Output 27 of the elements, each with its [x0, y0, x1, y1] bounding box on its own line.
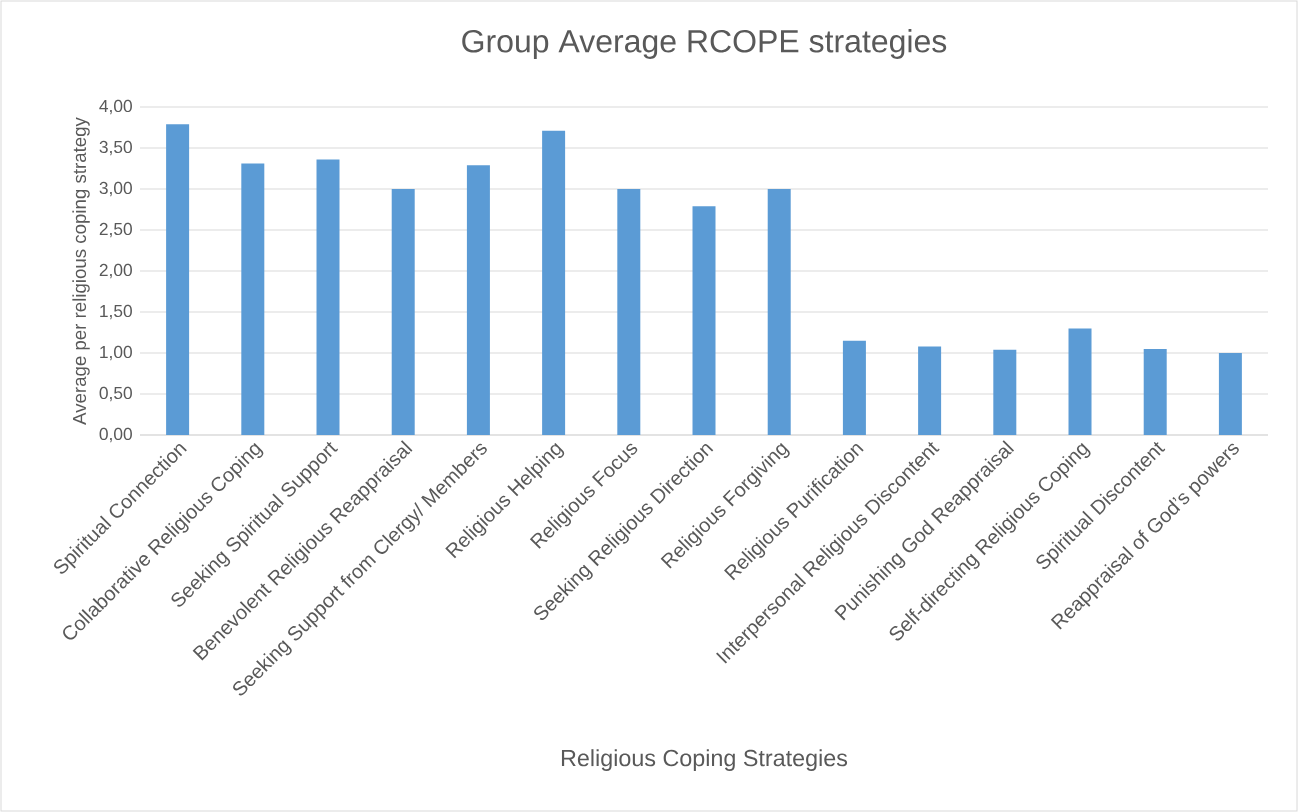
bar: [767, 189, 791, 435]
y-tick-label: 0,50: [99, 386, 132, 402]
bar: [692, 206, 716, 435]
y-tick-label: 3,00: [99, 181, 132, 197]
bar: [542, 130, 566, 435]
bar: [466, 165, 490, 435]
y-tick-label: 1,50: [100, 304, 132, 320]
bar: [1068, 328, 1092, 435]
y-tick-label: 4,00: [99, 99, 132, 115]
bar: [166, 124, 190, 435]
bar: [391, 189, 415, 435]
bar: [918, 346, 942, 435]
y-tick-label: 0,00: [99, 427, 132, 443]
bar: [617, 189, 641, 435]
x-axis-title: Religious Coping Strategies: [561, 749, 848, 771]
y-tick-label: 2,50: [99, 222, 132, 238]
chart-title: Group Average RCOPE strategies: [462, 29, 947, 59]
bar: [993, 349, 1017, 435]
y-axis-title: Average per religious coping strategy: [72, 117, 90, 425]
bar: [316, 159, 340, 435]
bar: [842, 340, 866, 435]
y-tick-label: 1,00: [100, 345, 132, 361]
bar: [1218, 353, 1242, 435]
bar: [1143, 348, 1167, 435]
y-tick-label: 2,00: [99, 263, 132, 279]
y-tick-label: 3,50: [99, 140, 132, 156]
bar: [241, 163, 265, 435]
